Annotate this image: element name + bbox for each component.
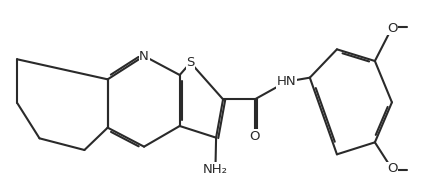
Text: O: O: [387, 22, 397, 35]
Text: S: S: [186, 56, 195, 69]
Text: O: O: [387, 162, 397, 175]
Text: O: O: [250, 130, 260, 142]
Text: NH₂: NH₂: [203, 163, 228, 176]
Text: HN: HN: [277, 75, 296, 88]
Text: N: N: [139, 49, 149, 63]
